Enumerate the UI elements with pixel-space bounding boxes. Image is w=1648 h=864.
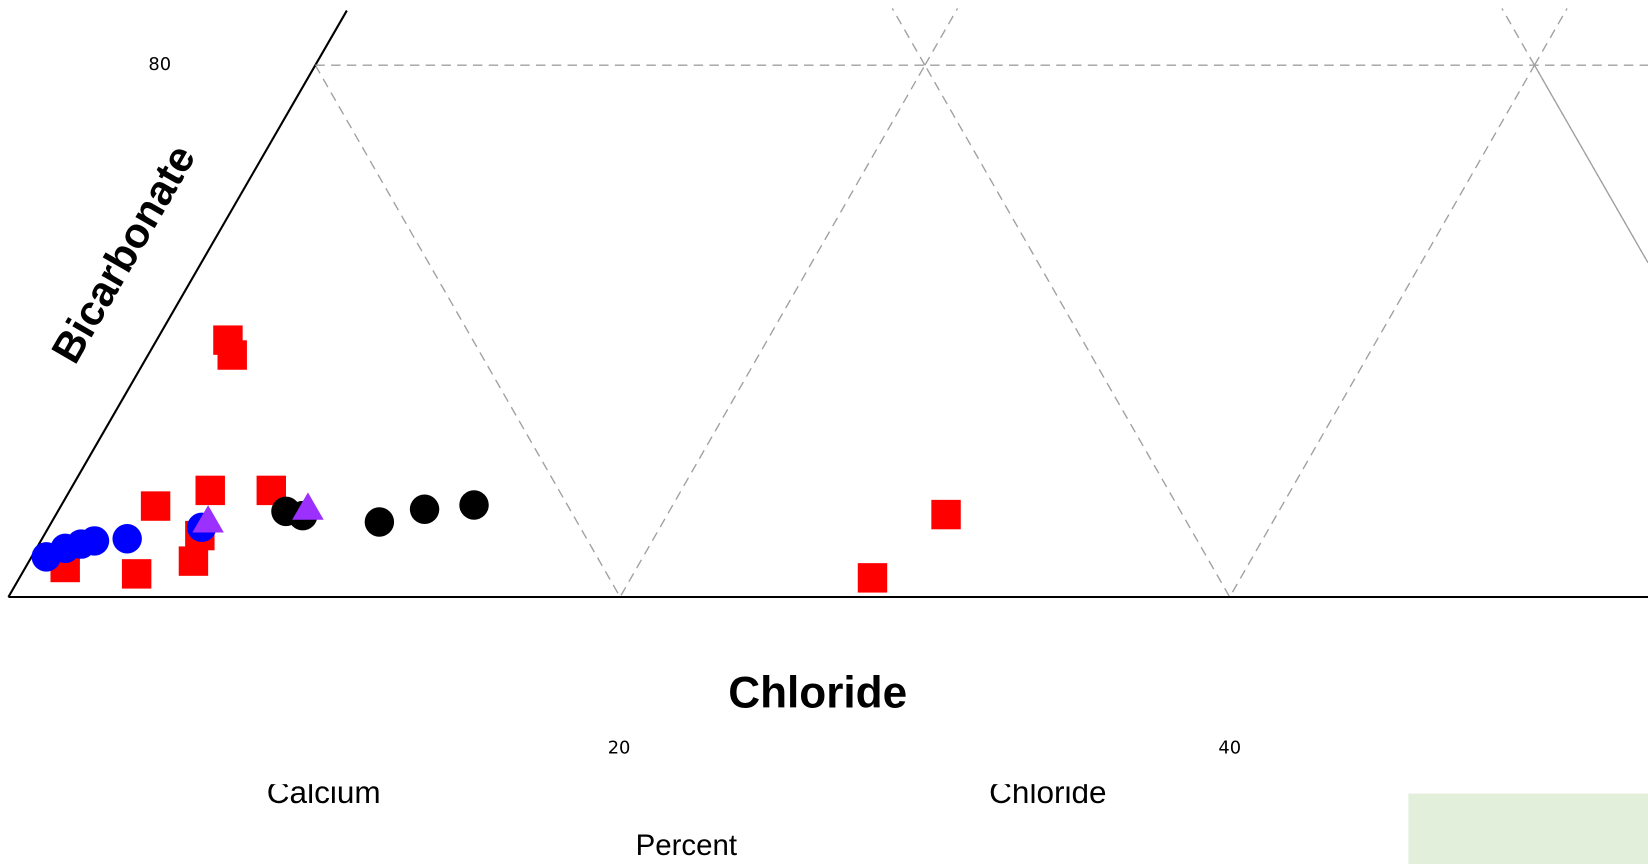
point	[459, 490, 489, 520]
footer-label: Percent	[636, 829, 737, 862]
point	[121, 559, 152, 589]
grid-diagonal	[891, 8, 926, 66]
grid-diagonal	[1501, 8, 1536, 66]
point	[140, 491, 171, 521]
x-tick-label: 20	[608, 737, 631, 758]
point	[217, 340, 247, 370]
y-axis-label: Bicarbonate	[42, 137, 204, 371]
grid-diagonal	[1533, 8, 1568, 66]
grid-diagonals	[314, 63, 1648, 599]
bottom-label: Chloride	[989, 774, 1106, 810]
y-tick-label: 80	[148, 54, 171, 75]
cut-labels: Calcium Chloride	[267, 774, 1107, 810]
point	[409, 494, 440, 524]
x-axis-label: Chloride	[728, 668, 907, 717]
left-axis	[7, 10, 348, 598]
point	[364, 507, 395, 537]
panel	[1408, 793, 1648, 864]
point	[112, 524, 142, 554]
bottom-label: Calcium	[267, 774, 381, 810]
x-tick-label: 40	[1218, 737, 1241, 758]
grid-diagonal	[1533, 64, 1648, 264]
point	[857, 563, 888, 593]
ternary-grid	[314, 8, 1648, 599]
point	[192, 505, 224, 533]
point	[79, 526, 110, 556]
point	[195, 475, 225, 506]
grid-diagonal	[924, 8, 959, 66]
point	[178, 546, 209, 576]
point	[931, 499, 961, 530]
point	[292, 492, 324, 520]
